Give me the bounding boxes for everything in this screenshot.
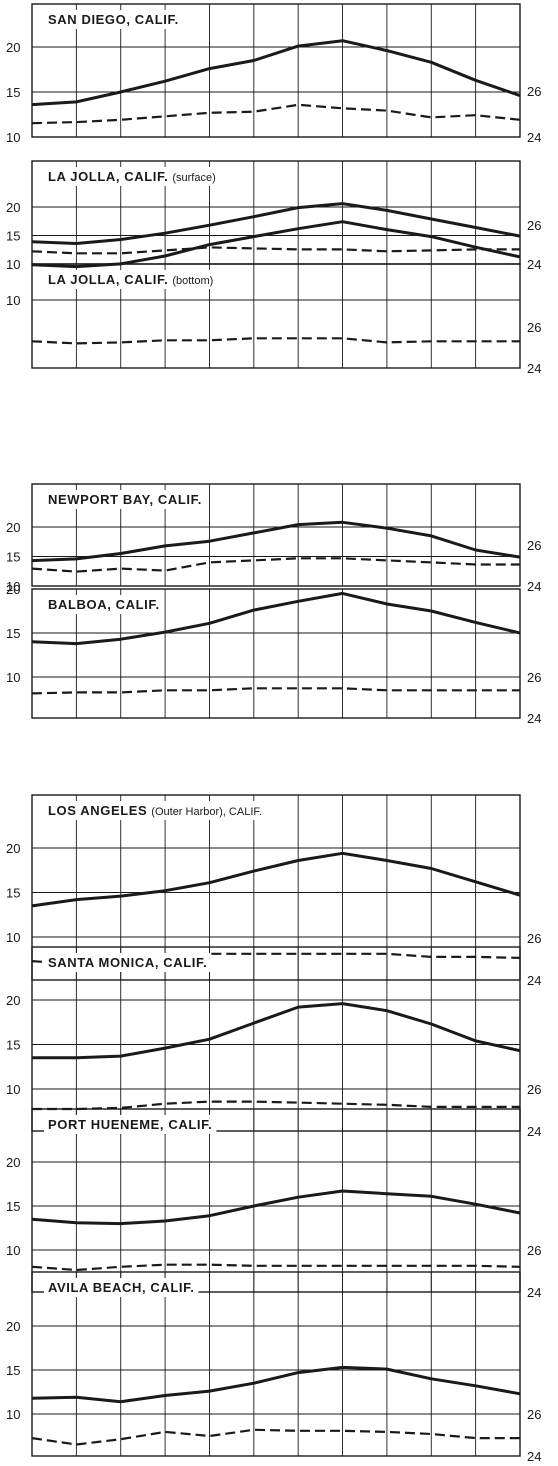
right-tick-label: 26 xyxy=(527,320,541,335)
station-label-bg xyxy=(44,10,183,29)
temperature-line xyxy=(31,39,521,107)
left-tick-label: 15 xyxy=(6,229,20,244)
left-tick-label: 15 xyxy=(6,1199,20,1214)
left-tick-label: 10 xyxy=(6,1407,20,1422)
station-label: LOS ANGELES (Outer Harbor), CALIF. xyxy=(48,803,262,818)
temperature-line xyxy=(31,851,521,908)
left-tick-label: 10 xyxy=(6,670,20,685)
station-label-bg xyxy=(44,1278,199,1297)
left-tick-label: 10 xyxy=(6,130,20,145)
right-tick-label: 26 xyxy=(527,538,541,553)
station-label: SANTA MONICA, CALIF. xyxy=(48,955,207,970)
station-label: SAN DIEGO, CALIF. xyxy=(48,12,179,27)
left-tick-label: 15 xyxy=(6,85,20,100)
right-tick-label: 24 xyxy=(527,711,541,726)
station-label: LA JOLLA, CALIF. (bottom) xyxy=(48,272,213,287)
left-tick-label: 15 xyxy=(6,886,20,901)
right-tick-label: 26 xyxy=(527,931,541,946)
left-tick-label: 15 xyxy=(6,626,20,641)
right-tick-label: 24 xyxy=(527,130,541,145)
panel-3: 10 24 26 LA JOLLA, CALIF. (bottom) xyxy=(6,220,541,376)
right-tick-label: 24 xyxy=(527,579,541,594)
left-tick-label: 10 xyxy=(6,1243,20,1258)
right-tick-label: 26 xyxy=(527,1243,541,1258)
density-line xyxy=(31,337,520,345)
density-line xyxy=(31,103,521,125)
density-line xyxy=(32,1100,520,1111)
left-tick-label: 15 xyxy=(6,550,20,565)
panel-9: 10 15 20 24 26 AVILA BEACH, CALIF. xyxy=(6,1271,541,1464)
station-label-bg xyxy=(44,1115,217,1134)
panel-2: 10 15 20 24 26 LA JOLLA, CALIF. (surface) xyxy=(6,160,541,272)
right-tick-label: 24 xyxy=(527,1449,541,1464)
panel-frame xyxy=(31,1108,521,1293)
panel-frame xyxy=(31,588,521,719)
panel-1: 10 15 20 24 26 SAN DIEGO, CALIF. xyxy=(6,3,541,145)
station-label-bg xyxy=(44,595,164,614)
panel-7: 10 15 20 24 26 SANTA MONICA, CALIF. xyxy=(6,946,541,1139)
left-tick-label: 10 xyxy=(6,257,20,272)
left-tick-label: 20 xyxy=(6,40,20,55)
left-tick-label: 10 xyxy=(6,579,20,594)
temperature-line xyxy=(32,1002,521,1060)
right-tick-label: 24 xyxy=(527,973,541,988)
right-tick-label: 24 xyxy=(527,257,541,272)
left-tick-label: 20 xyxy=(6,1319,20,1334)
station-label-bg xyxy=(44,953,212,972)
left-tick-label: 15 xyxy=(6,1363,20,1378)
temperature-line xyxy=(31,220,521,269)
density-line xyxy=(31,1263,521,1272)
left-tick-label: 20 xyxy=(6,993,20,1008)
left-tick-label: 20 xyxy=(6,520,20,535)
station-label: AVILA BEACH, CALIF. xyxy=(48,1280,194,1295)
temperature-line xyxy=(31,202,521,245)
panel-5: 10 15 20 24 26 BALBOA, CALIF. xyxy=(6,582,541,726)
station-label-bg xyxy=(44,270,218,289)
temperature-line xyxy=(31,591,521,646)
temperature-line xyxy=(31,1365,521,1404)
density-line xyxy=(31,557,520,573)
left-tick-label: 15 xyxy=(6,1038,20,1053)
right-tick-label: 26 xyxy=(527,1407,541,1422)
panel-frame xyxy=(31,794,521,981)
right-tick-label: 26 xyxy=(527,670,541,685)
temperature-line xyxy=(31,1189,521,1226)
station-label: NEWPORT BAY, CALIF. xyxy=(48,492,202,507)
left-tick-label: 10 xyxy=(6,293,20,308)
panel-frame xyxy=(31,1271,521,1457)
left-tick-label: 10 xyxy=(6,1082,20,1097)
left-tick-label: 20 xyxy=(6,841,20,856)
left-tick-label: 10 xyxy=(6,930,20,945)
right-tick-label: 26 xyxy=(527,84,541,99)
station-label-bg xyxy=(44,490,206,509)
right-tick-label: 24 xyxy=(527,1285,541,1300)
panel-4: 10 15 20 24 26 NEWPORT BAY, CALIF. xyxy=(6,483,541,594)
panel-frame xyxy=(31,946,521,1132)
left-tick-label: 20 xyxy=(6,200,20,215)
left-tick-label: 20 xyxy=(6,1155,20,1170)
left-tick-label: 20 xyxy=(6,582,20,597)
station-label: PORT HUENEME, CALIF. xyxy=(48,1117,212,1132)
panel-frame xyxy=(31,3,521,138)
right-tick-label: 24 xyxy=(527,361,541,376)
station-label-bg xyxy=(44,167,220,186)
station-label: LA JOLLA, CALIF. (surface) xyxy=(48,169,216,184)
station-label-bg xyxy=(44,801,266,820)
density-line xyxy=(31,687,520,695)
panel-frame xyxy=(31,483,521,587)
temperature-line xyxy=(31,520,521,563)
density-line xyxy=(31,1428,520,1446)
panel-frame xyxy=(31,263,521,369)
right-tick-label: 26 xyxy=(527,218,541,233)
panel-8: 10 15 20 24 26 PORT HUENEME, CALIF. xyxy=(6,1108,541,1300)
density-line xyxy=(31,246,520,255)
right-tick-label: 24 xyxy=(527,1124,541,1139)
station-label: BALBOA, CALIF. xyxy=(48,597,160,612)
right-tick-label: 26 xyxy=(527,1082,541,1097)
